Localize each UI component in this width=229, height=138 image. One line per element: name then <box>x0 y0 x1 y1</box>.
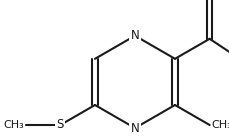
Text: S: S <box>56 119 64 132</box>
Text: N: N <box>130 29 139 42</box>
Text: N: N <box>130 122 139 135</box>
Text: CH₃: CH₃ <box>3 120 24 130</box>
Text: CH₃: CH₃ <box>211 120 229 130</box>
